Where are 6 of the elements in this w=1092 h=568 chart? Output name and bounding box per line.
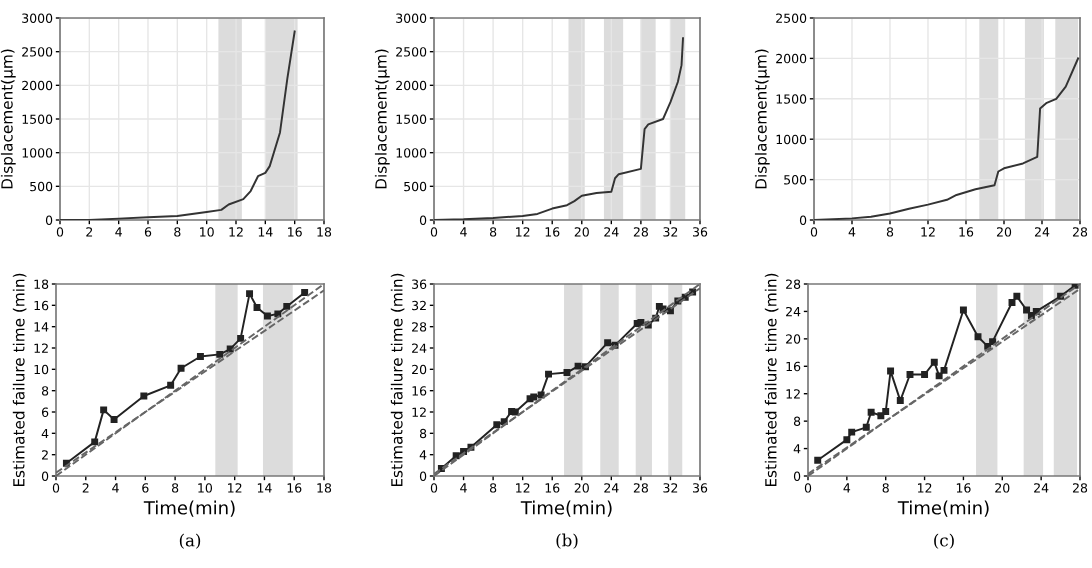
text: (b) <box>556 533 578 549</box>
text: (c) <box>934 533 954 549</box>
x-axis-title: Time(min) <box>143 500 235 517</box>
x-axis-title: Time(min) <box>520 500 612 517</box>
x-axis-title: Time(min) <box>897 500 989 517</box>
text: (a) <box>179 533 201 549</box>
